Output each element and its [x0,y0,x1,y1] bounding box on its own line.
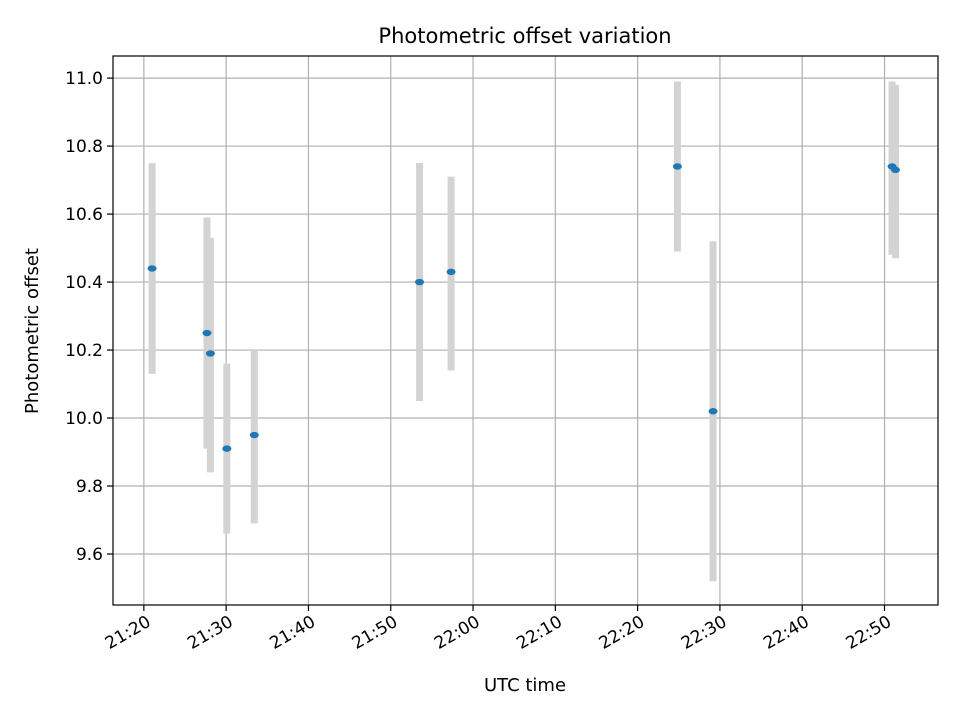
y-tick-label: 9.6 [76,545,103,565]
data-point [415,278,425,286]
y-tick-label: 10.4 [65,273,103,293]
y-tick-label: 11.0 [65,69,103,89]
y-axis-ticks: 9.6 9.8 10.0 10.2 10.4 10.6 10.8 11.0 [65,69,113,565]
y-tick-label: 10.8 [65,137,103,157]
data-point [222,445,232,452]
y-tick-label: 10.0 [65,409,103,429]
data-point [147,265,157,272]
plot-area-frame [112,55,939,606]
chart-title: Photometric offset variation [378,24,671,48]
data-point [249,431,259,439]
y-axis-title: Photometric offset [22,248,43,414]
y-tick-label: 10.6 [65,205,103,225]
data-points [147,163,900,452]
data-point [672,163,682,170]
data-point [708,408,718,415]
grid [113,56,938,605]
x-axis-title: UTC time [484,675,566,696]
data-point [205,350,215,357]
y-tick-label: 9.8 [76,477,103,497]
data-point [890,166,900,174]
data-point [202,329,212,337]
y-tick-label: 10.2 [65,341,103,361]
data-point [446,268,456,276]
